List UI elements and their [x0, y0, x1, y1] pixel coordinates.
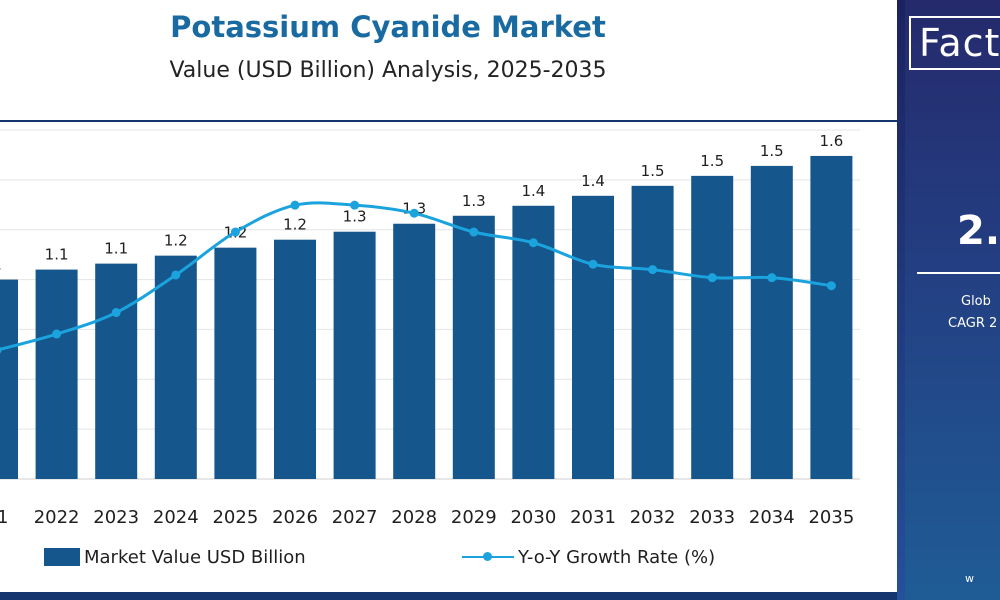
growth-point-21 [0, 346, 2, 354]
x-tick-label-2035: 2035 [808, 507, 854, 528]
growth-point-2027 [350, 200, 360, 210]
growth-point-2035 [826, 281, 836, 291]
bar-2028 [393, 223, 436, 479]
x-tick-label-2034: 2034 [749, 507, 795, 528]
x-tick-label-2033: 2033 [689, 507, 735, 528]
bar-21 [0, 279, 18, 479]
x-tick-label-2028: 2028 [391, 507, 437, 528]
chart-title: Potassium Cyanide Market [170, 10, 606, 44]
side-label-cagr: CAGR 2 [948, 316, 998, 331]
bar-series [0, 155, 853, 480]
title-divider [0, 120, 897, 122]
x-axis-tick-labels: 21 2022 2023 2024 2025 2026 2027 2028 2029 2030 20… [0, 507, 854, 528]
side-panel: Fact 2. Glob CAGR 2 w [897, 0, 1000, 600]
growth-point-2034 [767, 273, 777, 283]
bar-2032 [631, 185, 674, 479]
x-tick-label-2022: 2022 [34, 507, 80, 528]
bar-2025 [214, 247, 257, 479]
cagr-value: 2. [957, 208, 1000, 254]
x-tick-label-2032: 2032 [630, 507, 676, 528]
growth-point-2026 [290, 200, 300, 210]
bar-value-label-2027: 1.3 [343, 208, 367, 226]
bar-value-label-2024: 1.2 [164, 232, 188, 250]
growth-point-2028 [409, 208, 419, 218]
chart-legend: Market Value USD Billion Y-o-Y Growth Ra… [0, 540, 897, 574]
x-tick-label-2023: 2023 [93, 507, 139, 528]
bar-2029 [452, 215, 495, 480]
x-tick-label-2026: 2026 [272, 507, 318, 528]
side-footer-text: w [965, 572, 974, 585]
x-tick-label-21: 21 [0, 507, 8, 528]
x-tick-label-2025: 2025 [212, 507, 258, 528]
growth-point-2025 [230, 227, 240, 237]
bar-2031 [572, 195, 614, 479]
growth-line-series [0, 200, 836, 354]
bar-value-label-2030: 1.4 [521, 182, 545, 200]
bar-value-label-2031: 1.4 [581, 172, 605, 190]
bar-2023 [95, 263, 138, 479]
bar-value-label-2029: 1.3 [462, 192, 486, 210]
bar-value-label-2023: 1.1 [104, 240, 128, 258]
logo-text: Fact [919, 21, 1000, 65]
bar-2022 [35, 269, 78, 479]
bar-2026 [274, 239, 316, 479]
bar-value-label-2022: 1.1 [45, 246, 69, 264]
brand-logo: Fact [909, 16, 1000, 70]
growth-point-2029 [469, 227, 479, 237]
bar-value-label-2026: 1.2 [283, 216, 307, 234]
growth-point-2030 [528, 238, 538, 248]
bar-2027 [333, 231, 376, 479]
x-tick-label-2030: 2030 [510, 507, 556, 528]
growth-point-2032 [648, 265, 658, 275]
growth-point-2024 [171, 270, 181, 280]
bar-value-label-2034: 1.5 [760, 142, 784, 160]
combo-chart: 11.11.11.21.21.21.31.31.31.41.41.51.51.5… [0, 129, 860, 528]
bar-value-label-2032: 1.5 [641, 162, 665, 180]
side-label-global: Glob [961, 294, 991, 309]
side-divider [917, 272, 1000, 274]
chart-subtitle: Value (USD Billion) Analysis, 2025-2035 [169, 58, 607, 83]
legend-label-growth-rate: Y-o-Y Growth Rate (%) [518, 546, 716, 568]
bar-value-label-2033: 1.5 [700, 152, 724, 170]
bar-2034 [750, 165, 793, 479]
x-tick-label-2024: 2024 [153, 507, 199, 528]
chart-panel: Potassium Cyanide Market Value (USD Bill… [0, 10, 897, 600]
growth-point-2031 [588, 259, 598, 269]
growth-point-2023 [111, 308, 121, 318]
x-tick-label-2029: 2029 [451, 507, 497, 528]
legend-line-swatch [462, 548, 514, 566]
bar-2030 [512, 205, 555, 480]
growth-point-2033 [707, 273, 717, 283]
bar-2024 [154, 255, 197, 479]
bar-value-label-21: 1 [0, 256, 2, 274]
bottom-strip [0, 592, 897, 600]
x-tick-label-2031: 2031 [570, 507, 616, 528]
bar-2035 [810, 155, 853, 479]
legend-label-market-value: Market Value USD Billion [84, 546, 306, 568]
bar-value-label-2035: 1.6 [819, 132, 843, 150]
x-tick-label-2027: 2027 [332, 507, 378, 528]
bar-2033 [691, 175, 734, 479]
legend-item-market-value: Market Value USD Billion [44, 540, 306, 574]
legend-bar-swatch [44, 548, 80, 566]
growth-point-2022 [52, 329, 62, 339]
legend-item-growth-rate: Y-o-Y Growth Rate (%) [462, 540, 715, 574]
